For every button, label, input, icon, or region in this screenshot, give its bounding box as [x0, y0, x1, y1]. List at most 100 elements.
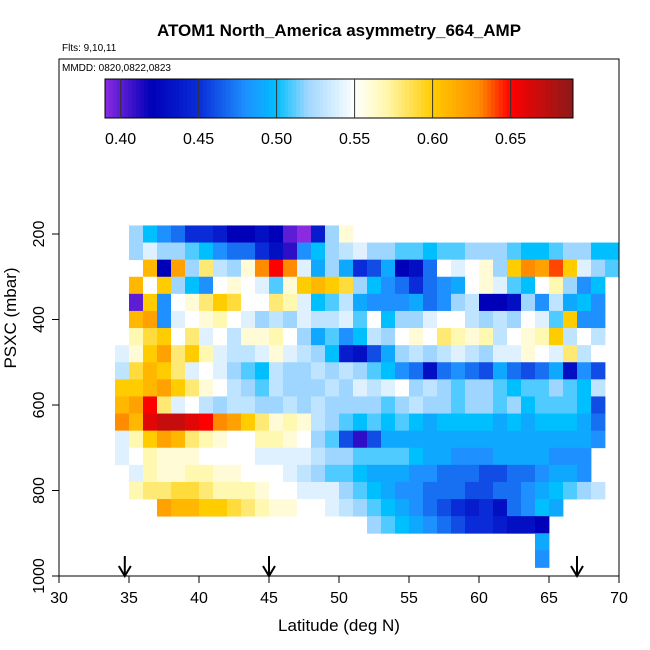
- heatmap-cell: [339, 413, 354, 432]
- colorbar-tick-label: 0.55: [339, 131, 370, 148]
- heatmap-cell: [339, 259, 354, 278]
- heatmap-cell: [493, 345, 508, 363]
- heatmap-cell: [521, 259, 536, 278]
- heatmap-cell: [563, 379, 578, 397]
- heatmap-cell: [255, 242, 270, 261]
- heatmap-cell: [591, 481, 606, 500]
- heatmap-cell: [521, 242, 536, 261]
- heatmap-cell: [213, 362, 228, 380]
- heatmap-cell: [479, 328, 494, 346]
- heatmap-cell: [423, 345, 438, 363]
- heatmap-cell: [157, 225, 172, 243]
- heatmap-cell: [353, 447, 368, 466]
- heatmap-cell: [479, 447, 494, 466]
- heatmap-cell: [199, 242, 214, 261]
- heatmap-cell: [129, 464, 144, 483]
- heatmap-cell: [437, 362, 452, 380]
- colorbar-segment: [506, 79, 512, 118]
- heatmap-cell: [297, 430, 312, 449]
- heatmap-cell: [325, 499, 340, 517]
- heatmap-cell: [199, 499, 214, 517]
- x-tick-label: 35: [120, 590, 138, 607]
- heatmap-cell: [493, 481, 508, 500]
- colorbar-segment: [479, 79, 484, 118]
- heatmap-cell: [507, 464, 522, 483]
- heatmap-cell: [325, 345, 340, 363]
- heatmap-cell: [311, 430, 326, 449]
- heatmap-cell: [143, 396, 158, 414]
- colorbar-segment: [276, 79, 281, 118]
- heatmap-cell: [535, 499, 550, 517]
- heatmap-cell: [395, 276, 410, 295]
- colorbar-segment: [323, 79, 328, 118]
- heatmap-cell: [213, 464, 228, 483]
- heatmap-cell: [241, 499, 256, 517]
- heatmap-cell: [451, 396, 466, 414]
- colorbar-segment: [549, 79, 554, 118]
- heatmap-cell: [507, 293, 522, 312]
- heatmap-cell: [213, 328, 228, 346]
- heatmap-cell: [591, 276, 606, 295]
- heatmap-cell: [437, 328, 452, 346]
- heatmap-cell: [465, 481, 480, 500]
- heatmap-cell: [227, 345, 242, 363]
- heatmap-cell: [437, 259, 452, 278]
- heatmap-cell: [115, 345, 130, 363]
- heatmap-cell: [283, 225, 298, 243]
- heatmap-cell: [479, 379, 494, 397]
- colorbar-segment: [264, 79, 270, 118]
- heatmap-cell: [199, 481, 214, 500]
- y-tick-label: 1000: [31, 558, 48, 594]
- heatmap-cells: [115, 225, 620, 568]
- colorbar-segment: [292, 79, 297, 118]
- heatmap-cell: [353, 276, 368, 295]
- heatmap-cell: [493, 293, 508, 312]
- heatmap-cell: [409, 430, 424, 449]
- heatmap-cell: [311, 259, 326, 278]
- heatmap-cell: [143, 276, 158, 295]
- heatmap-cell: [563, 310, 578, 329]
- heatmap-cell: [493, 464, 508, 483]
- heatmap-cell: [451, 345, 466, 363]
- colorbar-segment: [144, 79, 149, 118]
- colorbar-tick-label: 0.40: [105, 131, 136, 148]
- heatmap-cell: [129, 242, 144, 261]
- heatmap-cell: [479, 293, 494, 312]
- dates-note: MMDD: 0820,0822,0823: [62, 63, 171, 74]
- x-axis-title: Latitude (deg N): [278, 616, 400, 635]
- heatmap-cell: [521, 481, 536, 500]
- heatmap-cell: [409, 481, 424, 500]
- heatmap-cell: [241, 242, 256, 261]
- heatmap-cell: [353, 413, 368, 432]
- colorbar-segment: [163, 79, 168, 118]
- heatmap-cell: [521, 362, 536, 380]
- heatmap-cell: [437, 276, 452, 295]
- heatmap-cell: [451, 379, 466, 397]
- heatmap-cell: [213, 345, 228, 363]
- colorbar-segment: [526, 79, 531, 118]
- heatmap-cell: [171, 362, 186, 380]
- heatmap-cell: [437, 242, 452, 261]
- heatmap-cell: [311, 413, 326, 432]
- colorbar-segment: [288, 79, 293, 118]
- heatmap-cell: [339, 379, 354, 397]
- colorbar-segment: [183, 79, 188, 118]
- heatmap-cell: [227, 362, 242, 380]
- heatmap-cell: [353, 396, 368, 414]
- heatmap-cell: [269, 242, 284, 261]
- heatmap-cell: [479, 516, 494, 534]
- colorbar-segment: [280, 79, 285, 118]
- heatmap-cell: [521, 276, 536, 295]
- heatmap-cell: [591, 242, 606, 261]
- colorbar-segment: [440, 79, 445, 118]
- heatmap-cell: [353, 293, 368, 312]
- colorbar-segment: [198, 79, 203, 118]
- heatmap-cell: [507, 328, 522, 346]
- heatmap-cell: [437, 293, 452, 312]
- heatmap-cell: [549, 379, 564, 397]
- heatmap-cell: [213, 259, 228, 278]
- heatmap-cell: [297, 328, 312, 346]
- heatmap-cell: [423, 362, 438, 380]
- heatmap-cell: [213, 413, 228, 432]
- heatmap-cell: [535, 259, 550, 278]
